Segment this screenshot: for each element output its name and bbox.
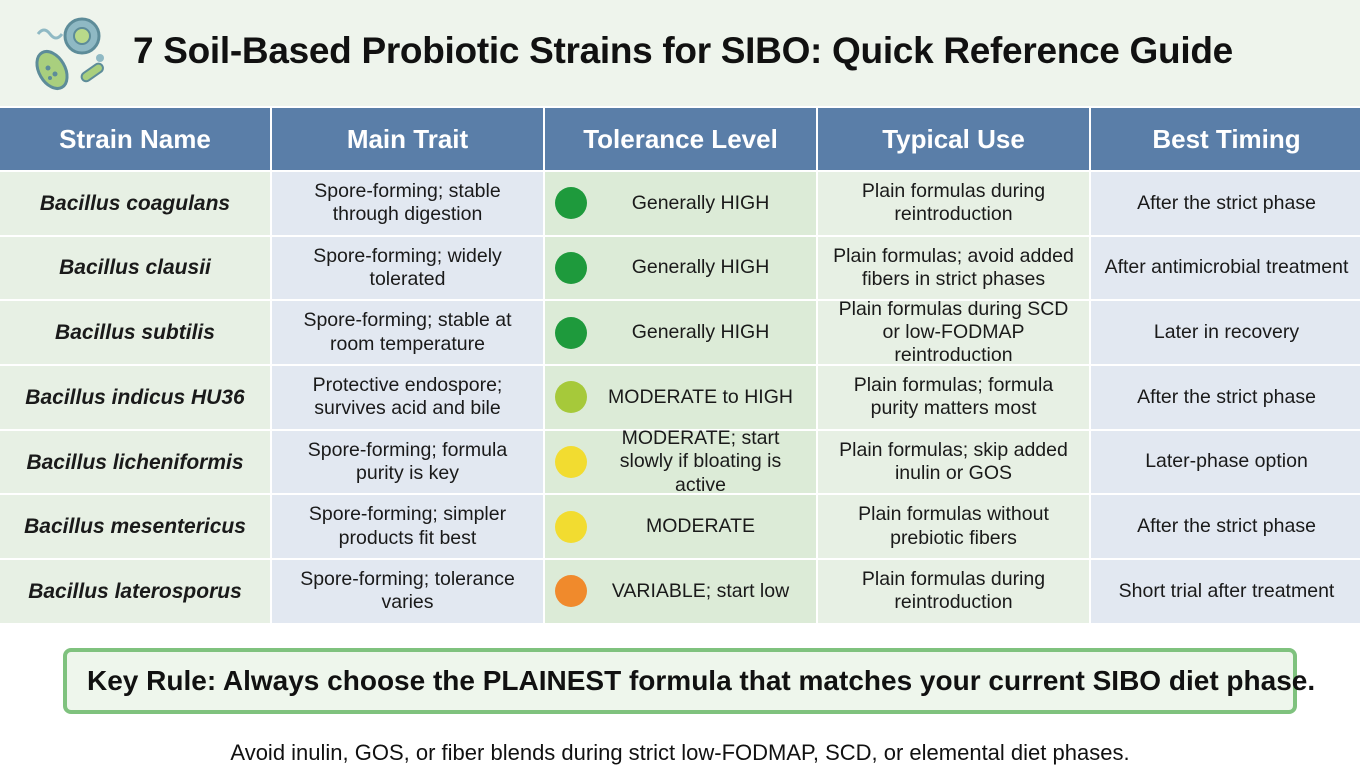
table: Strain Name Main Trait Tolerance Level Typi… bbox=[0, 108, 1360, 623]
typical-use: Plain formulas; avoid added fibers in st… bbox=[818, 236, 1089, 300]
column-header: Strain Name bbox=[0, 108, 270, 170]
strain-name: Bacillus licheniformis bbox=[0, 430, 270, 494]
column-header: Typical Use bbox=[818, 108, 1089, 170]
tolerance-dot bbox=[555, 575, 587, 608]
column-header: Best Timing bbox=[1091, 108, 1360, 170]
tolerance-cell: MODERATE; start slowly if bloating is ac… bbox=[545, 427, 816, 496]
tolerance-dot bbox=[555, 316, 587, 349]
main-trait: Spore-forming; widely tolerated bbox=[272, 236, 543, 300]
tolerance-dot bbox=[555, 446, 587, 479]
tolerance-text: MODERATE to HIGH bbox=[608, 385, 793, 408]
tolerance-cell: MODERATE to HIGH bbox=[545, 366, 816, 429]
strain-name: Bacillus clausii bbox=[0, 236, 270, 300]
main-trait: Spore-forming; simpler products fit best bbox=[272, 495, 543, 559]
typical-use: Plain formulas; formula purity matters m… bbox=[818, 366, 1089, 429]
tolerance-cell: Generally HIGH bbox=[545, 172, 816, 235]
tolerance-text: MODERATE bbox=[645, 515, 756, 538]
header: 7 Soil-Based Probiotic Strains for SIBO:… bbox=[0, 0, 1360, 106]
strain-name: Bacillus indicus HU36 bbox=[0, 366, 270, 429]
footnote: Avoid inulin, GOS, or fiber blends durin… bbox=[230, 740, 1130, 765]
strain-name: Bacillus coagulans bbox=[0, 172, 270, 235]
column-header: Main Trait bbox=[272, 108, 543, 170]
main-trait: Protective endospore; survives acid and … bbox=[272, 366, 543, 429]
typical-use: Plain formulas during reintroduction bbox=[818, 172, 1089, 235]
tolerance-text: Generally HIGH bbox=[631, 256, 770, 279]
main-trait: Spore-forming; stable at room temperatur… bbox=[272, 301, 543, 365]
best-timing: After the strict phase bbox=[1091, 366, 1360, 429]
tolerance-cell: VARIABLE; start low bbox=[545, 560, 816, 623]
column-header: Tolerance Level bbox=[545, 108, 816, 170]
best-timing: Later in recovery bbox=[1091, 301, 1360, 365]
best-timing: After the strict phase bbox=[1091, 172, 1360, 235]
best-timing: Later-phase option bbox=[1091, 430, 1360, 494]
tolerance-text: Generally HIGH bbox=[631, 191, 770, 214]
best-timing: After antimicrobial treatment bbox=[1091, 236, 1360, 300]
tolerance-dot bbox=[555, 510, 587, 543]
main-trait: Spore-forming; tolerance varies bbox=[272, 560, 543, 623]
tolerance-dot bbox=[555, 252, 587, 285]
tolerance-text: Generally HIGH bbox=[631, 321, 770, 344]
tolerance-cell: MODERATE bbox=[545, 495, 816, 559]
key-rule: Key Rule: Always choose the PLAINEST for… bbox=[63, 648, 1315, 714]
tolerance-cell: Generally HIGH bbox=[545, 236, 816, 300]
tolerance-cell: Generally HIGH bbox=[545, 301, 816, 365]
main-trait: Spore-forming; stable through digestion bbox=[272, 172, 543, 235]
strain-name: Bacillus mesentericus bbox=[0, 495, 270, 559]
tolerance-dot bbox=[555, 187, 587, 220]
main-trait: Spore-forming; formula purity is key bbox=[272, 430, 543, 494]
typical-use: Plain formulas during SCD or low-FODMAP … bbox=[818, 298, 1089, 366]
tolerance-text: MODERATE; start slowly if bloating is ac… bbox=[619, 427, 782, 496]
best-timing: Short trial after treatment bbox=[1091, 560, 1360, 623]
strain-name: Bacillus subtilis bbox=[0, 301, 270, 365]
typical-use: Plain formulas without prebiotic fibers bbox=[818, 495, 1089, 559]
tolerance-text: VARIABLE; start low bbox=[611, 579, 790, 602]
microbe-icon bbox=[35, 17, 104, 90]
typical-use: Plain formulas; skip added inulin or GOS bbox=[818, 430, 1089, 494]
tolerance-dot bbox=[555, 381, 587, 414]
title: 7 Soil-Based Probiotic Strains for SIBO:… bbox=[133, 30, 1233, 71]
strain-name: Bacillus laterosporus bbox=[0, 560, 270, 623]
typical-use: Plain formulas during reintroduction bbox=[818, 560, 1089, 623]
best-timing: After the strict phase bbox=[1091, 495, 1360, 559]
